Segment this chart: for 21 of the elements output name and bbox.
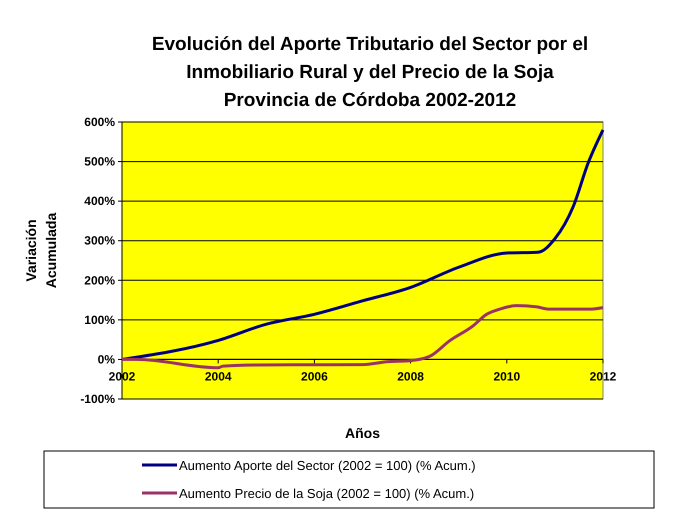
x-tick-label: 2006 xyxy=(301,369,328,384)
legend-label: Aumento Precio de la Soja (2002 = 100) (% Acum.) xyxy=(179,486,474,501)
chart-title: Evolución del Aporte Tributario del Sector por el Inmobiliario Rural y del Precio de la Soja Provincia de Córdoba 2002-2012 xyxy=(152,34,588,111)
x-tick-label: 2008 xyxy=(397,369,424,384)
y-tick-label: 600% xyxy=(84,115,116,129)
x-axis-title: Años xyxy=(345,425,380,441)
y-tick-label: 100% xyxy=(84,312,116,327)
x-tick-label: 2004 xyxy=(204,369,232,384)
x-tick-label: 2012 xyxy=(590,369,617,384)
y-tick-label: 0% xyxy=(98,352,116,366)
x-tick-label: 2002 xyxy=(108,369,136,384)
y-tick-label: 400% xyxy=(84,194,116,208)
y-axis-title: Variación Acumulada xyxy=(23,212,59,288)
y-tick-label: 300% xyxy=(84,234,116,248)
y-tick-label: -100% xyxy=(80,392,116,406)
y-tick-label: 200% xyxy=(84,273,116,288)
x-tick-label: 2010 xyxy=(493,369,520,384)
line-series xyxy=(120,304,604,370)
y-tick-label: 500% xyxy=(84,154,116,169)
legend-label: Aumento Aporte del Sector (2002 = 100) (% Acum.) xyxy=(179,458,476,473)
line-series xyxy=(120,128,604,361)
